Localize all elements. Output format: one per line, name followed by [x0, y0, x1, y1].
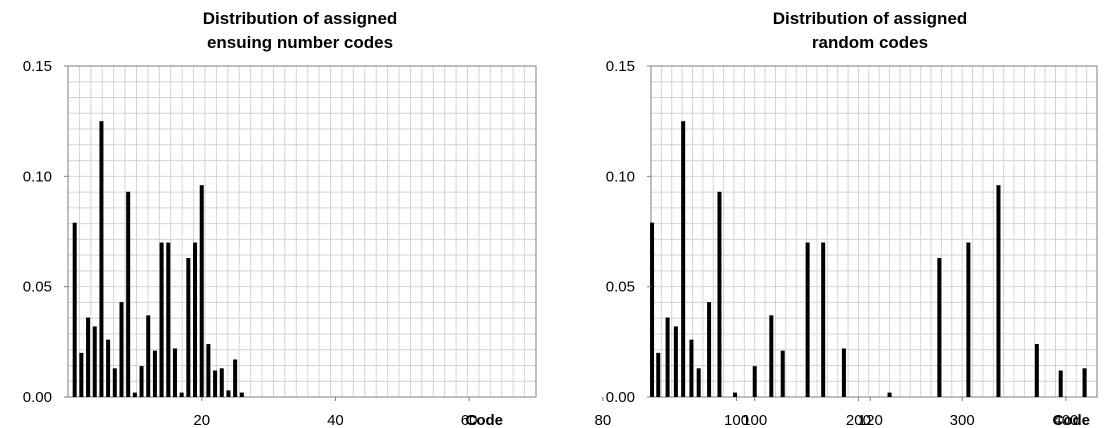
chart-1-y-tick-label: 0.00	[23, 389, 52, 406]
chart-2-bar	[966, 242, 971, 397]
chart-1-x-axis-label: Code	[466, 412, 504, 428]
chart-random-codes: Distribution of assigned random codes 0.…	[606, 9, 1098, 428]
chart-1-bar	[206, 344, 211, 397]
chart-2-bar	[665, 317, 670, 397]
chart-1-frame	[67, 65, 537, 398]
chart-2-bar	[887, 392, 892, 397]
chart-1-x-tick-label: 60	[461, 412, 478, 428]
chart-2-bar	[752, 366, 757, 397]
chart-2-bar	[673, 326, 678, 397]
chart-1-x-tick-label: 120	[858, 412, 883, 428]
chart-1-bar	[86, 317, 91, 397]
chart-1-bar	[132, 392, 137, 397]
chart-2-bar	[689, 339, 694, 397]
chart-1-y-tick-label: 0.05	[23, 279, 52, 296]
chart-2-bar	[1034, 344, 1039, 397]
chart-1-bar	[112, 368, 117, 397]
chart-2-plot-area: 0.00 0.05 0.10 0.15 100 200 300 400	[606, 58, 1098, 428]
chart-2-x-tick-label: 200	[846, 412, 871, 428]
chart-1-bar	[166, 242, 171, 397]
chart-2-bar	[650, 222, 655, 397]
chart-1-bar	[199, 185, 204, 397]
chart-1-bar	[226, 390, 231, 397]
chart-1-title-line-1: Distribution of assigned	[203, 9, 398, 28]
chart-1-x-tick-label: 20	[193, 412, 210, 428]
chart-1-bar	[186, 257, 191, 397]
chart-2-title-line-2: random codes	[812, 33, 928, 52]
chart-1-bar	[92, 326, 97, 397]
chart-1-bar	[152, 350, 157, 397]
chart-2-x-tick-label: 400	[1053, 412, 1078, 428]
chart-1-bar	[146, 315, 151, 397]
chart-1-bar	[219, 368, 224, 397]
chart-1-bar	[72, 222, 77, 397]
chart-1-bar	[233, 359, 238, 397]
chart-1-bar	[139, 366, 144, 397]
chart-1-x-tick-label: 80	[595, 412, 612, 428]
chart-1-x-tick-label: 100	[724, 412, 749, 428]
chart-1-y-tick-label: 0.15	[23, 58, 52, 75]
chart-1-bar	[126, 191, 131, 397]
chart-1-bar	[119, 302, 124, 397]
chart-2-x-tick-label: 100	[742, 412, 767, 428]
chart-2-bar	[805, 242, 810, 397]
chart-2-bar	[780, 350, 785, 397]
chart-2-bar	[717, 191, 722, 397]
chart-1-bar	[159, 242, 164, 397]
chart-1-y-tick-label: 0.10	[23, 168, 52, 185]
chart-1-bar	[179, 392, 184, 397]
chart-2-bar	[937, 257, 942, 397]
chart-1-title-line-2: ensuing number codes	[207, 33, 393, 52]
chart-2-bar	[1082, 368, 1087, 397]
chart-2-title-line-1: Distribution of assigned	[773, 9, 968, 28]
chart-2-bar	[681, 121, 686, 398]
chart-2-bar	[707, 302, 712, 397]
chart-2-bar	[733, 392, 738, 397]
chart-2-x-axis-label: Code	[1053, 412, 1091, 428]
chart-2-y-tick-label: 0.05	[606, 279, 635, 296]
chart-2-y-tick-label: 0.15	[606, 58, 635, 75]
chart-1-bar	[213, 370, 218, 397]
chart-2-y-tick-label: 0.00	[606, 389, 635, 406]
chart-2-bar	[1058, 370, 1063, 397]
chart-1-bar	[79, 352, 84, 397]
chart-1-x-tick-label: 40	[327, 412, 344, 428]
chart-2-x-tick-label: 300	[950, 412, 975, 428]
chart-2-y-tick-label: 0.10	[606, 168, 635, 185]
chart-1-bar	[99, 121, 104, 398]
chart-2-bar	[996, 185, 1001, 397]
chart-2-bar	[769, 315, 774, 397]
chart-2-bar	[656, 352, 661, 397]
chart-ensuing-codes: Distribution of assigned ensuing number …	[23, 9, 883, 428]
chart-2-bar	[841, 348, 846, 397]
chart-1-bar	[239, 392, 244, 397]
chart-1-background	[68, 66, 536, 397]
chart-1-bar	[106, 339, 111, 397]
chart-2-bar	[821, 242, 826, 397]
chart-1-bar	[193, 242, 198, 397]
chart-1-bar	[172, 348, 177, 397]
chart-2-bar	[696, 368, 701, 397]
chart-2-background	[651, 66, 1097, 397]
chart-1-plot-area: 0.00 0.05 0.10 0.15 20 40 60 80 100 120	[23, 58, 883, 428]
